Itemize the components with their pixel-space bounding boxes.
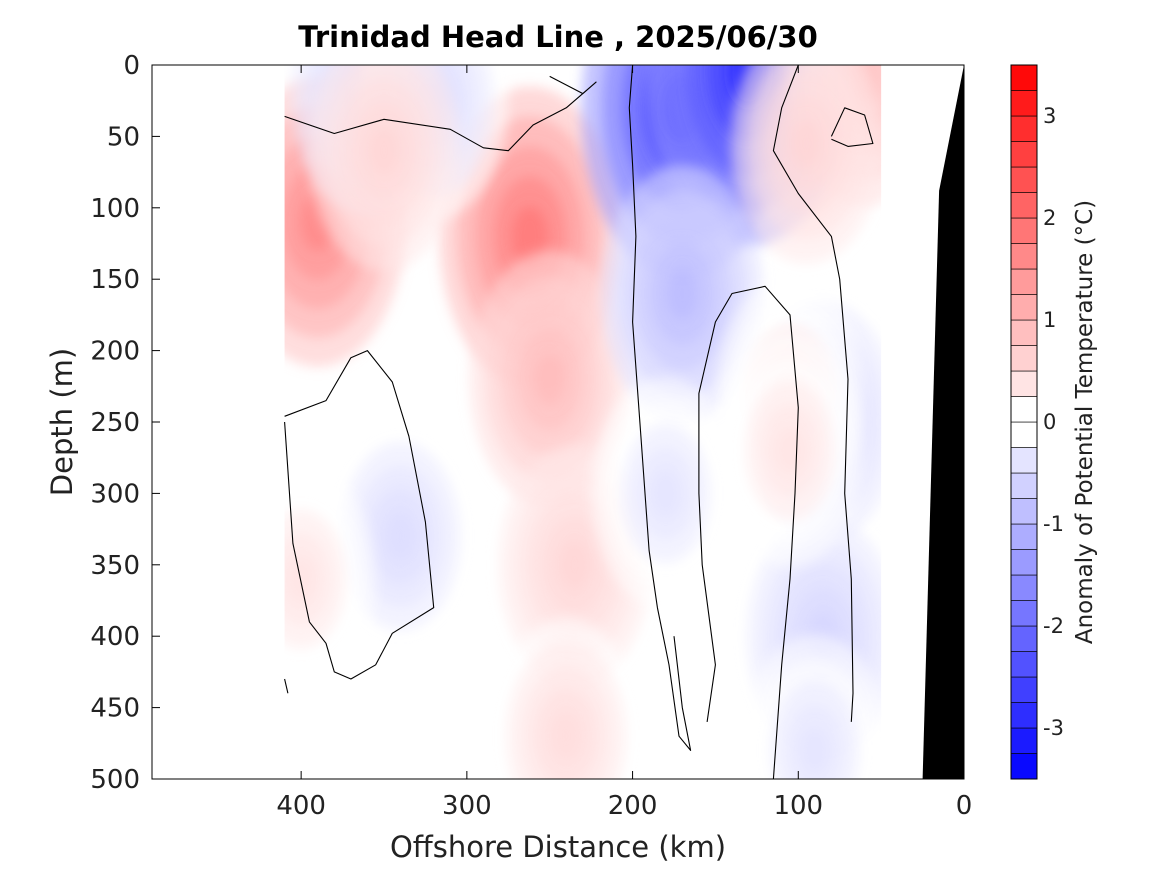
colorbar-swatch — [1010, 192, 1038, 219]
anomaly-patch-17-level-4 — [368, 126, 400, 175]
colorbar-swatch — [1010, 217, 1038, 244]
colorbar-swatch — [1010, 727, 1038, 754]
seafloor-wedge — [922, 65, 964, 779]
x-axis-label: Offshore Distance (km) — [390, 830, 726, 864]
colorbar-swatch — [1010, 625, 1038, 652]
anomaly-patch-4-level-4 — [551, 712, 582, 760]
anomaly-patch-3-level-4 — [559, 540, 590, 589]
y-axis-ticks: 0 50 100 150 200 250 300 350 400 450 500 — [90, 51, 964, 795]
colorbar-swatch — [1010, 268, 1038, 295]
anomaly-patch-2-level-4 — [533, 353, 566, 405]
x-tick-label: 300 — [442, 791, 492, 821]
no-data-offshore — [152, 65, 285, 779]
zero-contour-2 — [772, 65, 854, 722]
y-tick-label: 0 — [123, 51, 140, 81]
colorbar-swatch — [1010, 243, 1038, 270]
colorbar-swatch — [1010, 498, 1038, 525]
colorbar-swatch — [1010, 600, 1038, 627]
colorbar-swatch — [1010, 319, 1038, 346]
colorbar-label: Anomaly of Potential Temperature (°C) — [1072, 200, 1098, 644]
anomaly-patch-9-level-4 — [385, 512, 416, 560]
y-tick-label: 400 — [90, 622, 140, 652]
colorbar-frame — [1010, 64, 1038, 780]
y-tick-label: 300 — [90, 479, 140, 509]
colorbar-swatch — [1010, 523, 1038, 550]
colorbar-swatch — [1010, 651, 1038, 678]
colorbar-swatch — [1010, 472, 1038, 499]
colorbar-swatch — [1010, 90, 1038, 117]
x-tick-label: 200 — [608, 791, 658, 821]
y-tick-label: 200 — [90, 337, 140, 367]
colorbar-tick-label: 2 — [1043, 206, 1056, 230]
x-axis-ticks: 400 300 200 100 0 — [276, 65, 972, 821]
zero-contour-6 — [284, 678, 289, 694]
colorbar-swatch — [1010, 549, 1038, 576]
anomaly-patch-16-level-4 — [791, 119, 822, 168]
anomaly-patch-7-level-4 — [666, 267, 699, 320]
colorbar-tick-label: 0 — [1043, 410, 1056, 434]
colorbar-tick-label: -2 — [1043, 614, 1064, 638]
y-tick-label: 150 — [90, 265, 140, 295]
colorbar-swatch — [1010, 294, 1038, 321]
bathymetry — [922, 65, 964, 779]
anomaly-patch-14-level-4 — [800, 727, 830, 774]
anomaly-patch-1-level-4 — [511, 206, 548, 267]
colorbar-swatch — [1010, 166, 1038, 193]
zero-contour-4 — [698, 285, 799, 779]
colorbar-swatch — [1010, 141, 1038, 168]
y-tick-label: 500 — [90, 765, 140, 795]
colorbar-tick-label: -1 — [1043, 512, 1064, 536]
anomaly-field — [152, 65, 964, 779]
colorbar-swatch — [1010, 676, 1038, 703]
x-tick-label: 100 — [773, 791, 823, 821]
anomaly-patch-20-level-4 — [775, 427, 805, 474]
colorbar — [1010, 64, 1038, 780]
zero-contour-0 — [284, 75, 597, 152]
anomaly-patch-8-level-4 — [650, 470, 681, 517]
colorbar-tick-label: 3 — [1043, 104, 1056, 128]
colorbar-swatch — [1010, 447, 1038, 474]
colorbar-swatch — [1010, 64, 1038, 91]
colorbar-ticks: -3 -2 -1 0 1 2 3 — [1043, 104, 1064, 740]
x-tick-label: 0 — [956, 791, 973, 821]
colorbar-tick-label: -3 — [1043, 716, 1064, 740]
colorbar-swatch — [1010, 574, 1038, 601]
colorbar-swatch — [1010, 370, 1038, 397]
y-tick-label: 450 — [90, 694, 140, 724]
colorbar-swatch — [1010, 396, 1038, 423]
zero-contour-3 — [284, 350, 435, 680]
colorbar-swatch — [1010, 421, 1038, 448]
chart-title: Trinidad Head Line , 2025/06/30 — [298, 20, 818, 54]
colorbar-swatch — [1010, 753, 1038, 780]
colorbar-tick-label: 1 — [1043, 308, 1056, 332]
zero-contour-5 — [830, 107, 874, 147]
y-axis-label: Depth (m) — [45, 348, 79, 496]
colorbar-swatch — [1010, 345, 1038, 372]
zero-contours — [284, 65, 874, 779]
y-tick-label: 350 — [90, 551, 140, 581]
y-tick-label: 50 — [107, 122, 140, 152]
zero-contour-1 — [628, 65, 692, 751]
x-tick-label: 400 — [276, 791, 326, 821]
colorbar-swatch — [1010, 702, 1038, 729]
anomaly-patch-18-level-4 — [286, 555, 316, 603]
y-tick-label: 250 — [90, 408, 140, 438]
y-tick-label: 100 — [90, 194, 140, 224]
colorbar-swatch — [1010, 115, 1038, 142]
